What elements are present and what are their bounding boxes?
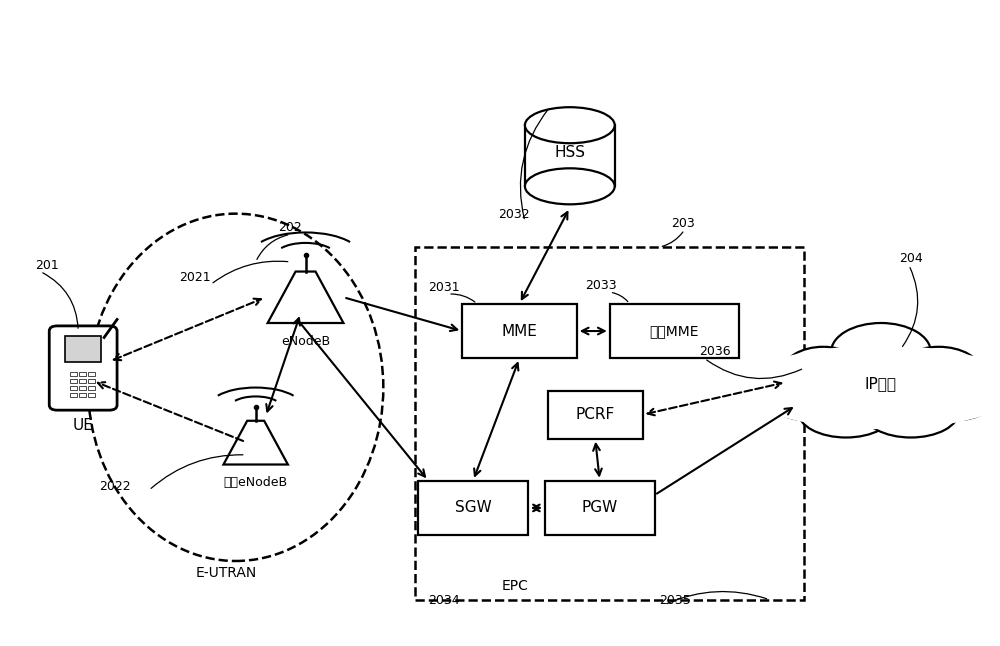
Bar: [70, 379, 77, 383]
Ellipse shape: [783, 347, 863, 396]
Text: 203: 203: [672, 216, 695, 230]
Ellipse shape: [768, 374, 844, 420]
Text: UE: UE: [73, 418, 94, 433]
Text: 201: 201: [35, 258, 59, 271]
FancyBboxPatch shape: [49, 326, 117, 410]
Bar: [79, 386, 86, 390]
Text: HSS: HSS: [554, 145, 585, 160]
Bar: [525, 125, 615, 186]
Ellipse shape: [897, 347, 981, 396]
Text: EPC: EPC: [502, 579, 528, 593]
Text: 2022: 2022: [99, 481, 131, 494]
Text: 2032: 2032: [498, 209, 530, 222]
Text: MME: MME: [502, 324, 537, 339]
Text: 204: 204: [899, 252, 923, 265]
Ellipse shape: [831, 323, 931, 381]
Text: 2033: 2033: [585, 279, 616, 292]
Text: PGW: PGW: [582, 501, 618, 516]
Ellipse shape: [525, 169, 615, 204]
Text: E-UTRAN: E-UTRAN: [195, 566, 256, 580]
Bar: [70, 393, 77, 397]
Bar: [65, 336, 101, 362]
Text: 其它eNodeB: 其它eNodeB: [224, 476, 288, 489]
Text: 其它MME: 其它MME: [650, 324, 699, 338]
Bar: [88, 386, 95, 390]
Bar: [418, 481, 528, 536]
Bar: [415, 247, 804, 599]
Ellipse shape: [741, 346, 1000, 429]
Text: 202: 202: [279, 221, 302, 234]
Bar: [462, 304, 577, 359]
Bar: [79, 372, 86, 376]
Polygon shape: [268, 271, 343, 323]
Bar: [79, 393, 86, 397]
Polygon shape: [223, 421, 288, 464]
Ellipse shape: [525, 107, 615, 143]
Ellipse shape: [863, 386, 959, 437]
Text: 2035: 2035: [660, 594, 691, 607]
Bar: [70, 372, 77, 376]
Text: 2031: 2031: [428, 281, 460, 294]
Text: IP业务: IP业务: [865, 377, 897, 391]
Ellipse shape: [798, 386, 894, 437]
Text: 2036: 2036: [699, 346, 731, 359]
Bar: [545, 481, 655, 536]
Ellipse shape: [916, 374, 996, 420]
Bar: [70, 386, 77, 390]
Text: 2021: 2021: [179, 271, 211, 284]
Bar: [88, 372, 95, 376]
Text: eNodeB: eNodeB: [281, 335, 330, 348]
Bar: [79, 379, 86, 383]
Bar: [88, 393, 95, 397]
Text: 2034: 2034: [428, 594, 460, 607]
Bar: [88, 379, 95, 383]
Text: PCRF: PCRF: [576, 407, 615, 422]
Text: SGW: SGW: [455, 501, 491, 516]
Bar: [610, 304, 739, 359]
Bar: [548, 391, 643, 439]
